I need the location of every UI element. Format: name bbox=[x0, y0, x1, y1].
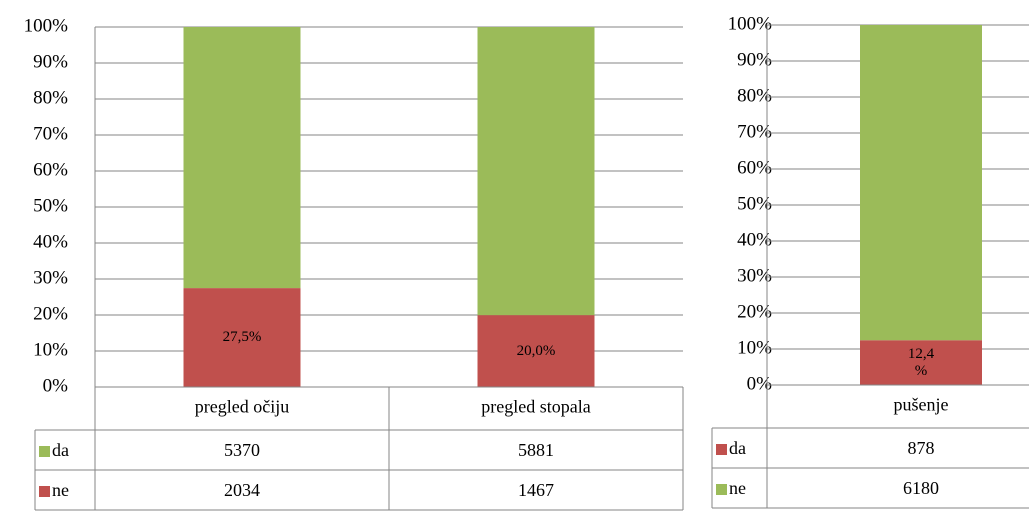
bar-segment bbox=[183, 27, 301, 289]
y-tick-label: 90% bbox=[33, 51, 68, 72]
y-tick-label: 80% bbox=[737, 85, 772, 106]
table-value: 5370 bbox=[224, 440, 260, 460]
y-tick-label: 10% bbox=[33, 339, 68, 360]
table-value: 5881 bbox=[518, 440, 554, 460]
y-tick-label: 30% bbox=[737, 265, 772, 286]
legend-swatch bbox=[39, 446, 50, 457]
category-label: pregled očiju bbox=[195, 397, 289, 417]
legend-swatch bbox=[716, 484, 727, 495]
y-tick-label: 30% bbox=[33, 267, 68, 288]
bar-segment bbox=[477, 315, 595, 387]
y-tick-label: 40% bbox=[737, 229, 772, 250]
y-tick-label: 20% bbox=[33, 303, 68, 324]
legend-label: da bbox=[52, 440, 69, 460]
y-tick-label: 90% bbox=[737, 49, 772, 70]
y-tick-label: 50% bbox=[33, 195, 68, 216]
y-tick-label: 70% bbox=[737, 121, 772, 142]
legend-swatch bbox=[716, 444, 727, 455]
legend-label: ne bbox=[729, 478, 746, 498]
table-value: 6180 bbox=[903, 478, 939, 498]
y-tick-label: 80% bbox=[33, 87, 68, 108]
bar-segment bbox=[860, 25, 982, 341]
y-tick-label: 60% bbox=[33, 159, 68, 180]
y-tick-label: 60% bbox=[737, 157, 772, 178]
legend-swatch bbox=[39, 486, 50, 497]
legend-label: ne bbox=[52, 480, 69, 500]
bar-segment bbox=[477, 27, 595, 316]
table-value: 1467 bbox=[518, 480, 554, 500]
table-value: 2034 bbox=[224, 480, 260, 500]
y-tick-label: 70% bbox=[33, 123, 68, 144]
value-label: 12,4 % bbox=[907, 345, 935, 379]
y-tick-label: 40% bbox=[33, 231, 68, 252]
y-tick-label: 0% bbox=[43, 375, 69, 396]
value-label: 27,5% bbox=[222, 329, 262, 346]
y-tick-label: 10% bbox=[737, 337, 772, 358]
y-tick-label: 50% bbox=[737, 193, 772, 214]
y-tick-label: 100% bbox=[24, 15, 69, 36]
bar-segment bbox=[860, 340, 982, 385]
value-label: 20,0% bbox=[516, 342, 556, 359]
y-tick-label: 20% bbox=[737, 301, 772, 322]
legend-label: da bbox=[729, 438, 746, 458]
category-label: pušenje bbox=[894, 395, 949, 415]
y-tick-label: 100% bbox=[728, 13, 773, 34]
category-label: pregled stopala bbox=[481, 397, 590, 417]
y-tick-label: 0% bbox=[747, 373, 773, 394]
bar-segment bbox=[183, 288, 301, 387]
table-value: 878 bbox=[908, 438, 935, 458]
